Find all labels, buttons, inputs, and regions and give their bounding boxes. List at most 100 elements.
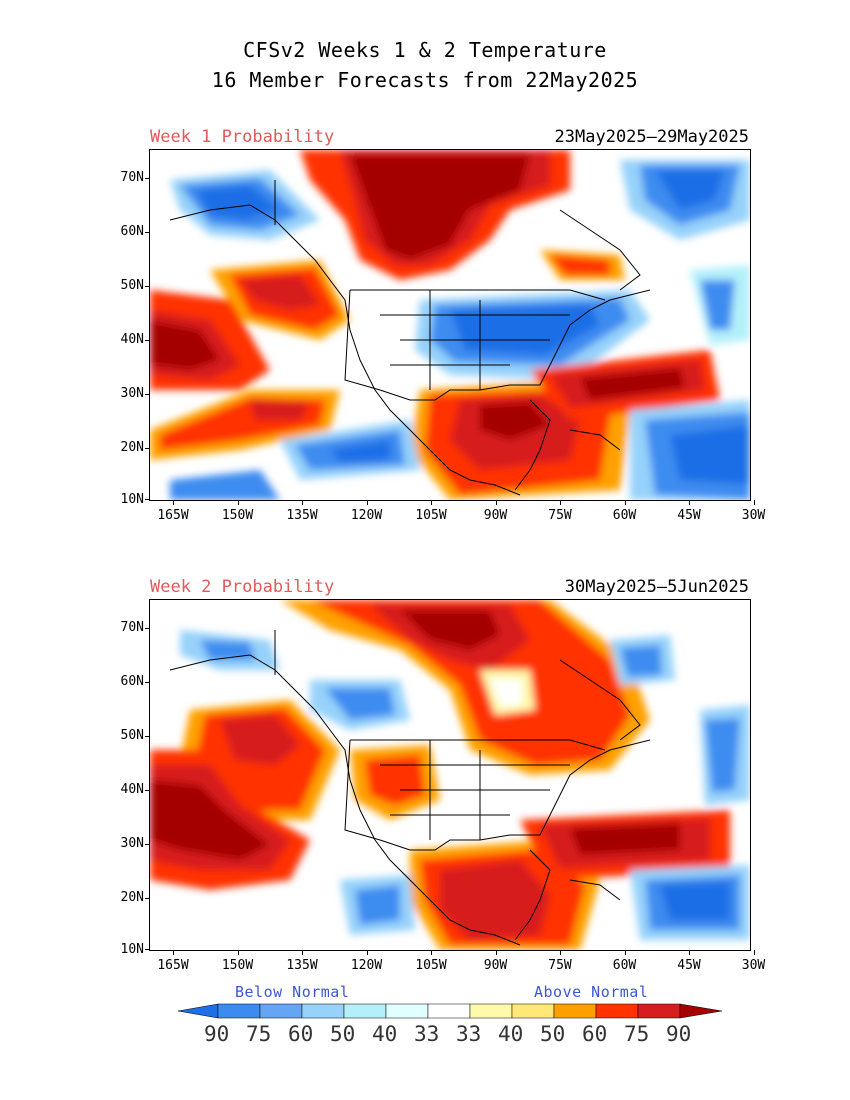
week1-lat-tick: 40N: [120, 332, 144, 347]
week2-dates: 30May2025—5Jun2025: [564, 577, 749, 597]
legend-swatch: [511, 1003, 555, 1019]
legend-swatch: [385, 1003, 429, 1019]
week2-lon-tick: 30W: [741, 958, 766, 973]
week1-lon-tick: 165W: [157, 508, 189, 523]
legend-swatch: [217, 1003, 261, 1019]
legend-swatch: [469, 1003, 513, 1019]
week2-lon-tick: 90W: [483, 958, 508, 973]
week1-lon-tick: 60W: [612, 508, 637, 523]
title-line-2: 16 Member Forecasts from 22May2025: [211, 68, 639, 92]
week1-lat-tick: 10N: [120, 492, 144, 507]
week1-lon-tick-mark: [366, 500, 368, 505]
legend-swatch: [595, 1003, 639, 1019]
week1-lon-tick-mark: [689, 500, 690, 505]
legend-arrow-left: [177, 1003, 219, 1019]
legend-value: 33: [414, 1022, 440, 1046]
week2-lat-tick-mark: [145, 682, 150, 683]
week1-lon-tick: 30W: [741, 508, 766, 523]
week2-lat-tick-mark: [145, 949, 150, 950]
week1-lat-tick-mark: [145, 286, 150, 287]
week1-lon-tick-mark: [560, 500, 561, 505]
week2-lon-tick: 165W: [157, 958, 189, 973]
week1-lon-tick-mark: [237, 500, 239, 505]
legend-swatch: [553, 1003, 597, 1019]
week1-lon-tick-mark: [302, 500, 303, 505]
week2-map: [150, 600, 750, 950]
week2-lon-tick-mark: [495, 950, 497, 955]
week2-lat-tick-mark: [145, 898, 150, 899]
week1-lon-tick-mark: [753, 500, 755, 505]
week2-lon-tick-mark: [302, 950, 303, 955]
week2-label: Week 2 Probability: [150, 577, 335, 597]
legend-value: 40: [498, 1022, 524, 1046]
week2-lat-tick: 10N: [120, 942, 144, 957]
week1-map: [150, 150, 750, 500]
legend-swatch: [259, 1003, 303, 1019]
title-line-1: CFSv2 Weeks 1 & 2 Temperature: [243, 38, 607, 62]
legend-swatch: [301, 1003, 345, 1019]
week1-lon-tick: 105W: [415, 508, 447, 523]
week2-lat-tick: 60N: [120, 674, 144, 689]
week1-lat-tick: 70N: [120, 170, 144, 185]
week2-lon-tick-mark: [560, 950, 561, 955]
week1-map-svg: [150, 150, 750, 500]
week1-label: Week 1 Probability: [150, 127, 335, 147]
week1-lat-tick-mark: [145, 232, 150, 233]
week1-lat-tick: 60N: [120, 224, 144, 239]
week1-lat-tick-mark: [145, 499, 150, 500]
week1-lon-tick: 75W: [548, 508, 572, 523]
week2-lon-tick: 120W: [350, 958, 383, 973]
week2-lon-tick-mark: [366, 950, 368, 955]
week2-lon-tick: 60W: [612, 958, 637, 973]
week2-lat-tick-mark: [145, 844, 150, 845]
week2-lat-tick: 30N: [120, 836, 144, 851]
week2-map-svg: [150, 600, 750, 950]
week2-lon-tick: 75W: [548, 958, 572, 973]
legend-value: 33: [456, 1022, 482, 1046]
week1-dates: 23May2025—29May2025: [554, 127, 749, 147]
week1-lon-tick-mark: [624, 500, 626, 505]
week2-lon-tick: 150W: [221, 958, 254, 973]
week2-lat-tick: 20N: [120, 890, 144, 905]
week2-lat-tick-mark: [145, 736, 150, 737]
week1-lat-tick: 50N: [120, 278, 144, 293]
legend-swatch: [637, 1003, 681, 1019]
legend-below-label: Below Normal: [235, 983, 350, 1001]
legend-value: 75: [624, 1022, 650, 1046]
week2-lon-tick-mark: [173, 950, 174, 955]
week1-lat-tick: 30N: [120, 386, 144, 401]
week1-lon-tick: 90W: [483, 508, 508, 523]
week2-lon-tick-mark: [431, 950, 432, 955]
week1-lat-tick-mark: [145, 448, 150, 449]
week1-lat-tick-mark: [145, 340, 150, 341]
week2-lat-tick-mark: [145, 628, 150, 629]
week1-lon-tick-mark: [173, 500, 174, 505]
week1-lat-tick-mark: [145, 178, 150, 179]
week1-lon-tick: 120W: [350, 508, 383, 523]
legend-value: 40: [372, 1022, 398, 1046]
legend-swatch: [427, 1003, 471, 1019]
legend-value: 90: [666, 1022, 692, 1046]
week2-lon-tick-mark: [237, 950, 239, 955]
week2-lon-tick-mark: [624, 950, 626, 955]
legend-value: 90: [204, 1022, 230, 1046]
legend-value: 60: [582, 1022, 608, 1046]
week2-lat-tick-mark: [145, 790, 150, 791]
legend-arrow-right: [679, 1003, 723, 1019]
week1-lon-tick: 135W: [286, 508, 318, 523]
week2-lat-tick: 40N: [120, 782, 144, 797]
legend-value: 50: [540, 1022, 566, 1046]
legend-value: 50: [330, 1022, 356, 1046]
week1-lon-tick-mark: [495, 500, 497, 505]
legend-value: 75: [246, 1022, 272, 1046]
week2-lon-tick: 45W: [677, 958, 701, 973]
legend-above-label: Above Normal: [534, 983, 649, 1001]
week2-lon-tick: 135W: [286, 958, 318, 973]
legend-value: 60: [288, 1022, 314, 1046]
week2-lon-tick-mark: [689, 950, 690, 955]
week2-lat-tick: 70N: [120, 620, 144, 635]
week1-lat-tick: 20N: [120, 440, 144, 455]
week2-lon-tick-mark: [753, 950, 755, 955]
week1-lon-tick-mark: [431, 500, 432, 505]
week1-lon-tick: 150W: [221, 508, 254, 523]
